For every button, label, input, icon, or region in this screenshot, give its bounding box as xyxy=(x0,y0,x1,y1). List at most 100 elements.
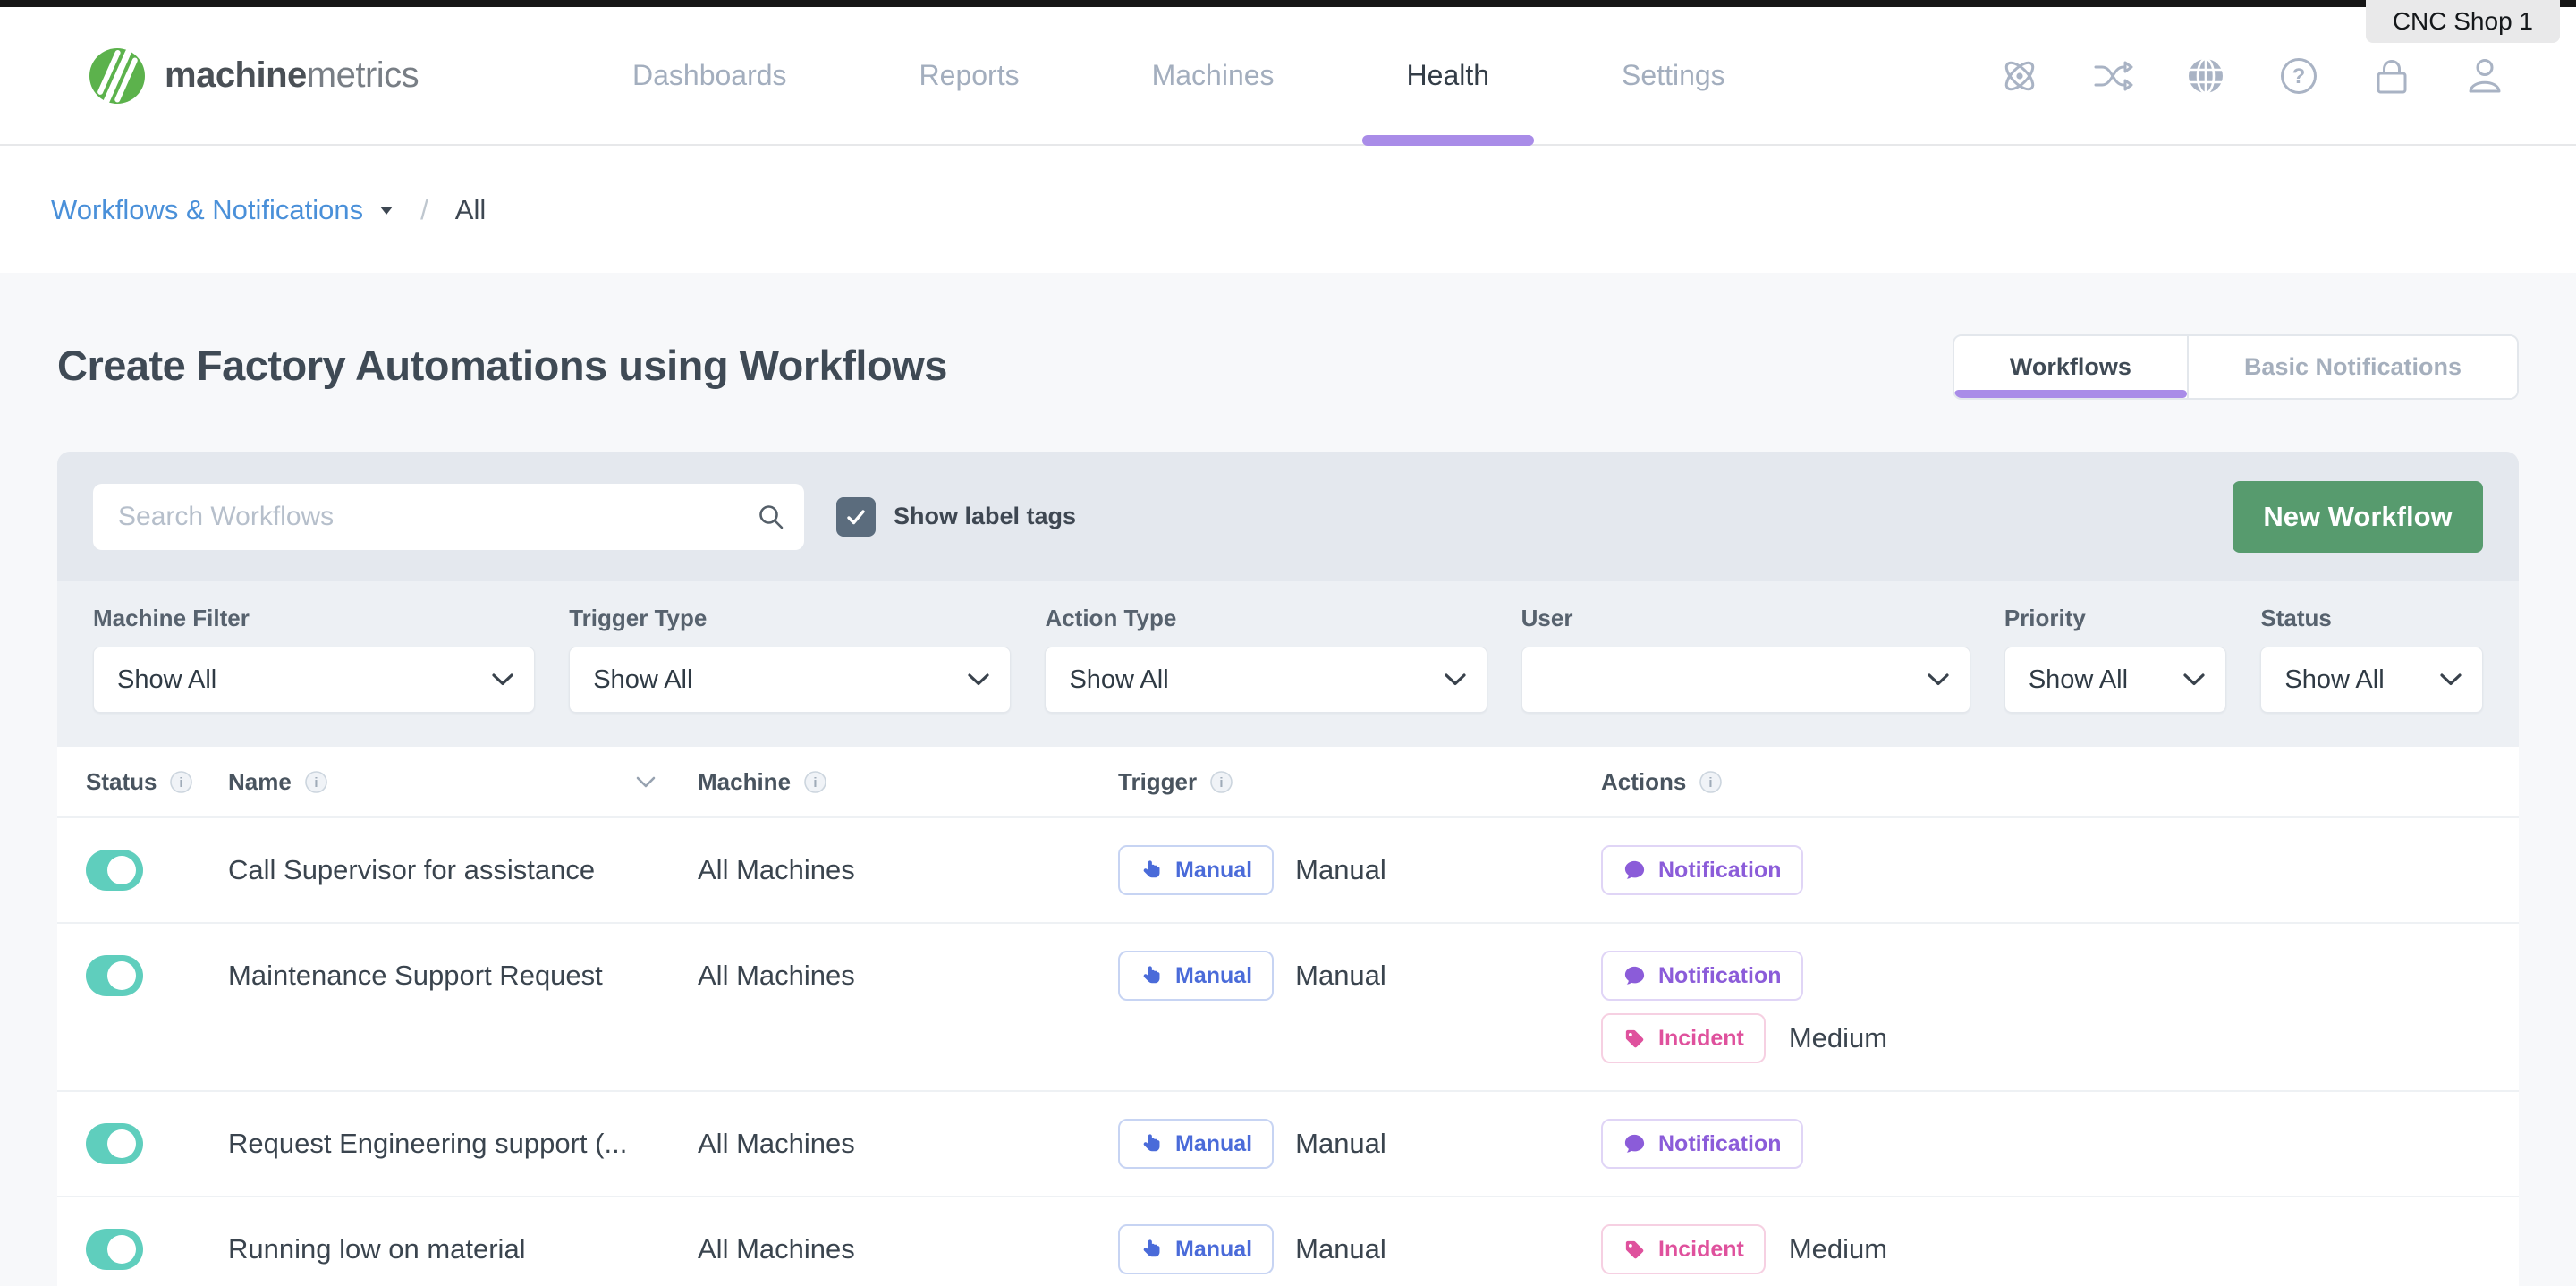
info-icon[interactable]: i xyxy=(1209,770,1233,794)
breadcrumb-root-link[interactable]: Workflows & Notifications xyxy=(51,194,394,226)
tab-basic-notifications[interactable]: Basic Notifications xyxy=(2186,336,2517,398)
svg-text:i: i xyxy=(1709,775,1713,791)
table-row[interactable]: Running low on material All Machines Manua… xyxy=(57,1197,2519,1286)
column-label: Name xyxy=(228,767,292,795)
filter-select-status[interactable]: Show All xyxy=(2260,647,2484,713)
main-content: Create Factory Automations using Workflo… xyxy=(0,273,2576,1286)
filter-select-trigger-type[interactable]: Show All xyxy=(569,647,1012,713)
column-header-status: Status i xyxy=(86,768,228,796)
svg-text:i: i xyxy=(180,775,183,791)
filter-select-user[interactable] xyxy=(1521,647,1970,713)
speech-bubble-icon xyxy=(1623,964,1647,988)
filter-select-priority[interactable]: Show All xyxy=(2004,647,2227,713)
tab-workflows[interactable]: Workflows xyxy=(1953,336,2187,398)
header-icons: ? xyxy=(1998,7,2506,144)
info-icon[interactable]: i xyxy=(169,770,193,794)
globe-icon[interactable] xyxy=(2184,55,2227,97)
selected-value: Show All xyxy=(2028,664,2129,694)
filter-select-machine-filter[interactable]: Show All xyxy=(93,647,536,713)
filters-row: Machine Filter Show All Trigger Type Show A… xyxy=(57,581,2519,747)
search-icon[interactable] xyxy=(758,503,784,530)
shop-name-tag: CNC Shop 1 xyxy=(2365,0,2560,43)
user-icon[interactable] xyxy=(2463,55,2506,97)
machine-cell: All Machines xyxy=(698,1233,855,1265)
badge-label: Notification xyxy=(1658,857,1782,883)
breadcrumb-current: All xyxy=(454,194,487,225)
table-row[interactable]: Request Engineering support (... All Mach… xyxy=(57,1092,2519,1197)
new-workflow-button[interactable]: New Workflow xyxy=(2233,480,2483,553)
workflow-name: Running low on material xyxy=(228,1233,526,1265)
info-icon[interactable]: i xyxy=(1699,770,1723,794)
atom-icon[interactable] xyxy=(1998,55,2041,97)
chevron-down-icon xyxy=(1927,673,1950,687)
status-toggle[interactable] xyxy=(86,850,143,891)
status-toggle[interactable] xyxy=(86,955,143,996)
nav-item-reports[interactable]: Reports xyxy=(919,59,1020,91)
nav-item-machines[interactable]: Machines xyxy=(1151,59,1275,91)
tag-icon xyxy=(1623,1027,1647,1051)
filter-label: Machine Filter xyxy=(93,605,250,631)
chevron-down-icon xyxy=(1444,673,1467,687)
view-tabs: Workflows Basic Notifications xyxy=(1952,334,2519,400)
selected-value: Show All xyxy=(593,664,693,694)
app-header: machinemetrics Dashboards Reports Machines… xyxy=(0,7,2576,146)
column-header-machine: Machine i xyxy=(698,768,1118,796)
filter-label: User xyxy=(1521,605,1573,631)
svg-text:?: ? xyxy=(2292,64,2306,89)
actions-cell: Notification xyxy=(1601,1119,2519,1169)
workflow-name: Call Supervisor for assistance xyxy=(228,854,596,885)
search-input[interactable] xyxy=(93,483,804,550)
filter-priority: Priority Show All xyxy=(2004,605,2227,747)
hand-icon xyxy=(1140,1238,1164,1262)
speech-bubble-icon xyxy=(1623,1132,1647,1156)
nav-item-health[interactable]: Health xyxy=(1361,7,1535,146)
trigger-text: Manual xyxy=(1295,1128,1386,1159)
badge-label: Incident xyxy=(1658,1025,1744,1051)
table-row[interactable]: Call Supervisor for assistance All Machin… xyxy=(57,818,2519,924)
search-wrap xyxy=(93,483,804,550)
table-row[interactable]: Maintenance Support Request All Machines M… xyxy=(57,924,2519,1092)
column-label: Actions xyxy=(1601,767,1687,795)
badge-label: Manual xyxy=(1175,962,1253,988)
filter-action-type: Action Type Show All xyxy=(1045,605,1487,747)
hand-icon xyxy=(1140,964,1164,988)
selected-value: Show All xyxy=(2284,664,2385,694)
brand[interactable]: machinemetrics xyxy=(89,7,419,144)
status-toggle[interactable] xyxy=(86,1229,143,1270)
incident-badge: Incident xyxy=(1601,1224,1766,1274)
nav-item-dashboards[interactable]: Dashboards xyxy=(632,59,787,91)
hand-icon xyxy=(1140,1132,1164,1156)
chevron-down-icon xyxy=(2182,673,2206,687)
manual-badge: Manual xyxy=(1118,1224,1275,1274)
info-icon[interactable]: i xyxy=(304,770,328,794)
incident-badge: Incident xyxy=(1601,1013,1766,1063)
notification-badge: Notification xyxy=(1601,951,1803,1001)
column-header-trigger: Trigger i xyxy=(1118,768,1601,796)
lock-icon[interactable] xyxy=(2370,55,2413,97)
info-icon[interactable]: i xyxy=(803,770,827,794)
page-title: Create Factory Automations using Workflo… xyxy=(57,342,947,389)
column-header-name[interactable]: Name i xyxy=(228,768,698,796)
machine-cell: All Machines xyxy=(698,854,855,885)
status-toggle[interactable] xyxy=(86,1123,143,1164)
help-icon[interactable]: ? xyxy=(2277,55,2320,97)
show-label-tags-checkbox[interactable] xyxy=(836,496,876,537)
tag-icon xyxy=(1623,1238,1647,1262)
top-strip xyxy=(0,0,2576,7)
actions-cell: Notification xyxy=(1601,845,2519,895)
breadcrumb-separator: / xyxy=(420,194,428,225)
shuffle-icon[interactable] xyxy=(2091,55,2134,97)
workflow-name: Request Engineering support (... xyxy=(228,1128,628,1159)
chevron-down-icon xyxy=(2439,673,2462,687)
caret-down-icon xyxy=(379,206,394,216)
column-label: Status xyxy=(86,767,157,795)
filter-label: Status xyxy=(2260,605,2332,631)
column-header-actions: Actions i xyxy=(1601,768,2519,796)
priority-text: Medium xyxy=(1788,1233,1888,1265)
filter-select-action-type[interactable]: Show All xyxy=(1045,647,1487,713)
sort-chevron-icon[interactable] xyxy=(635,775,657,789)
notification-badge: Notification xyxy=(1601,1119,1803,1169)
filter-machine-filter: Machine Filter Show All xyxy=(93,605,536,747)
trigger-cell: Manual Manual xyxy=(1118,845,1601,895)
nav-item-settings[interactable]: Settings xyxy=(1622,59,1725,91)
